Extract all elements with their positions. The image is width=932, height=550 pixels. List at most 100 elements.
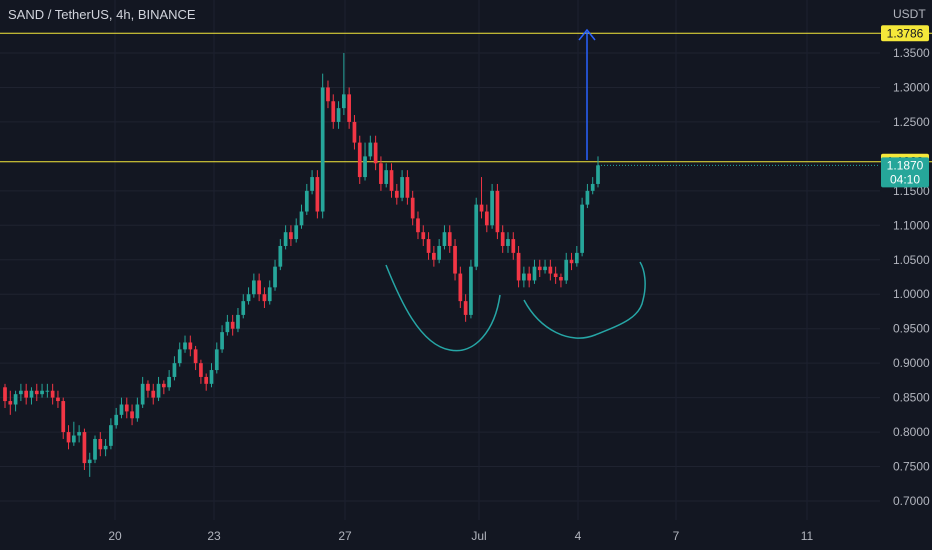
candle xyxy=(24,383,29,405)
candle xyxy=(511,232,516,260)
left-shoulder-curve xyxy=(385,264,501,352)
candle xyxy=(209,363,214,388)
candle-body xyxy=(527,273,532,281)
candle-body xyxy=(66,432,71,443)
price-tick-label: 1.0500 xyxy=(893,253,930,267)
candle xyxy=(172,356,177,381)
candle xyxy=(326,80,330,109)
candle xyxy=(479,177,484,219)
candle-body xyxy=(294,225,299,240)
candle-body xyxy=(40,390,44,395)
candle xyxy=(320,73,325,219)
candle xyxy=(124,397,129,419)
candle xyxy=(34,383,39,402)
candle xyxy=(278,239,283,271)
candle xyxy=(585,183,590,209)
candle xyxy=(564,252,569,284)
candle xyxy=(537,259,542,277)
candle-body xyxy=(220,332,224,350)
candle-body xyxy=(559,277,563,281)
candle xyxy=(368,135,373,160)
candle xyxy=(114,407,119,429)
candle-body xyxy=(56,397,60,402)
candle xyxy=(40,383,44,398)
candle xyxy=(82,428,87,470)
price-tick-label: 1.1000 xyxy=(893,218,930,232)
candle-body xyxy=(421,232,426,240)
candle xyxy=(77,425,81,443)
right-shoulder-curve xyxy=(523,261,646,339)
candle xyxy=(421,225,426,246)
candle xyxy=(93,435,97,464)
candle xyxy=(389,163,394,198)
candle xyxy=(98,432,103,457)
candle-body xyxy=(87,459,92,464)
candle xyxy=(490,183,494,229)
candle-body xyxy=(50,390,55,398)
candle-body xyxy=(368,142,373,157)
candle-body xyxy=(8,401,13,405)
candle xyxy=(167,370,171,391)
candle-body xyxy=(114,414,119,426)
candle xyxy=(580,197,584,257)
candle xyxy=(220,325,224,353)
candle-body xyxy=(442,232,447,246)
candle xyxy=(548,259,553,281)
candle-body xyxy=(342,94,346,109)
candle-body xyxy=(140,383,145,405)
candle-body xyxy=(24,390,29,398)
candle-body xyxy=(569,259,574,264)
candle xyxy=(66,425,71,450)
candle xyxy=(336,101,341,129)
candle xyxy=(410,190,415,226)
candle xyxy=(516,245,521,288)
candle xyxy=(130,404,134,426)
candle xyxy=(251,273,256,298)
candle xyxy=(283,225,288,250)
candle-body xyxy=(437,245,442,260)
candle-body xyxy=(199,363,203,377)
candle-body xyxy=(183,342,187,350)
candle-body xyxy=(490,190,494,226)
candle-body xyxy=(495,190,500,233)
candle xyxy=(119,397,124,419)
price-tick-label: 0.8000 xyxy=(893,425,930,439)
current-price-label: 1.1870 xyxy=(887,158,924,172)
candle-body xyxy=(463,301,468,315)
candle xyxy=(352,115,357,150)
candle xyxy=(432,245,436,267)
candle-body xyxy=(379,163,383,184)
candle xyxy=(442,225,447,250)
candle-body xyxy=(357,142,362,178)
candle-body xyxy=(135,404,140,419)
candle-body xyxy=(193,349,198,364)
candle xyxy=(474,197,479,271)
candle-body xyxy=(474,204,479,267)
candle-body xyxy=(278,245,283,267)
candle-body xyxy=(29,390,34,398)
time-tick-label: 11 xyxy=(801,529,814,543)
candle-body xyxy=(596,165,600,184)
candle xyxy=(87,452,92,477)
candle-body xyxy=(506,239,510,246)
candle-body xyxy=(77,432,81,436)
candle xyxy=(289,225,293,246)
candle xyxy=(188,335,193,357)
candle-body xyxy=(522,273,526,281)
candle-body xyxy=(479,204,484,212)
candle-body xyxy=(156,383,161,398)
candle-body xyxy=(310,177,314,191)
chart-title: SAND / TetherUS, 4h, BINANCE xyxy=(8,7,196,22)
candle-body xyxy=(209,370,214,384)
target-level-badge xyxy=(881,25,929,42)
candle-body xyxy=(336,108,341,122)
candle xyxy=(199,359,203,384)
candle-body xyxy=(352,121,357,143)
price-tick-label: 1.1500 xyxy=(893,184,930,198)
candle-body xyxy=(416,218,420,233)
time-tick-label: 4 xyxy=(575,529,582,543)
candle-body xyxy=(283,232,288,246)
candle xyxy=(347,87,352,129)
candle xyxy=(527,266,532,288)
